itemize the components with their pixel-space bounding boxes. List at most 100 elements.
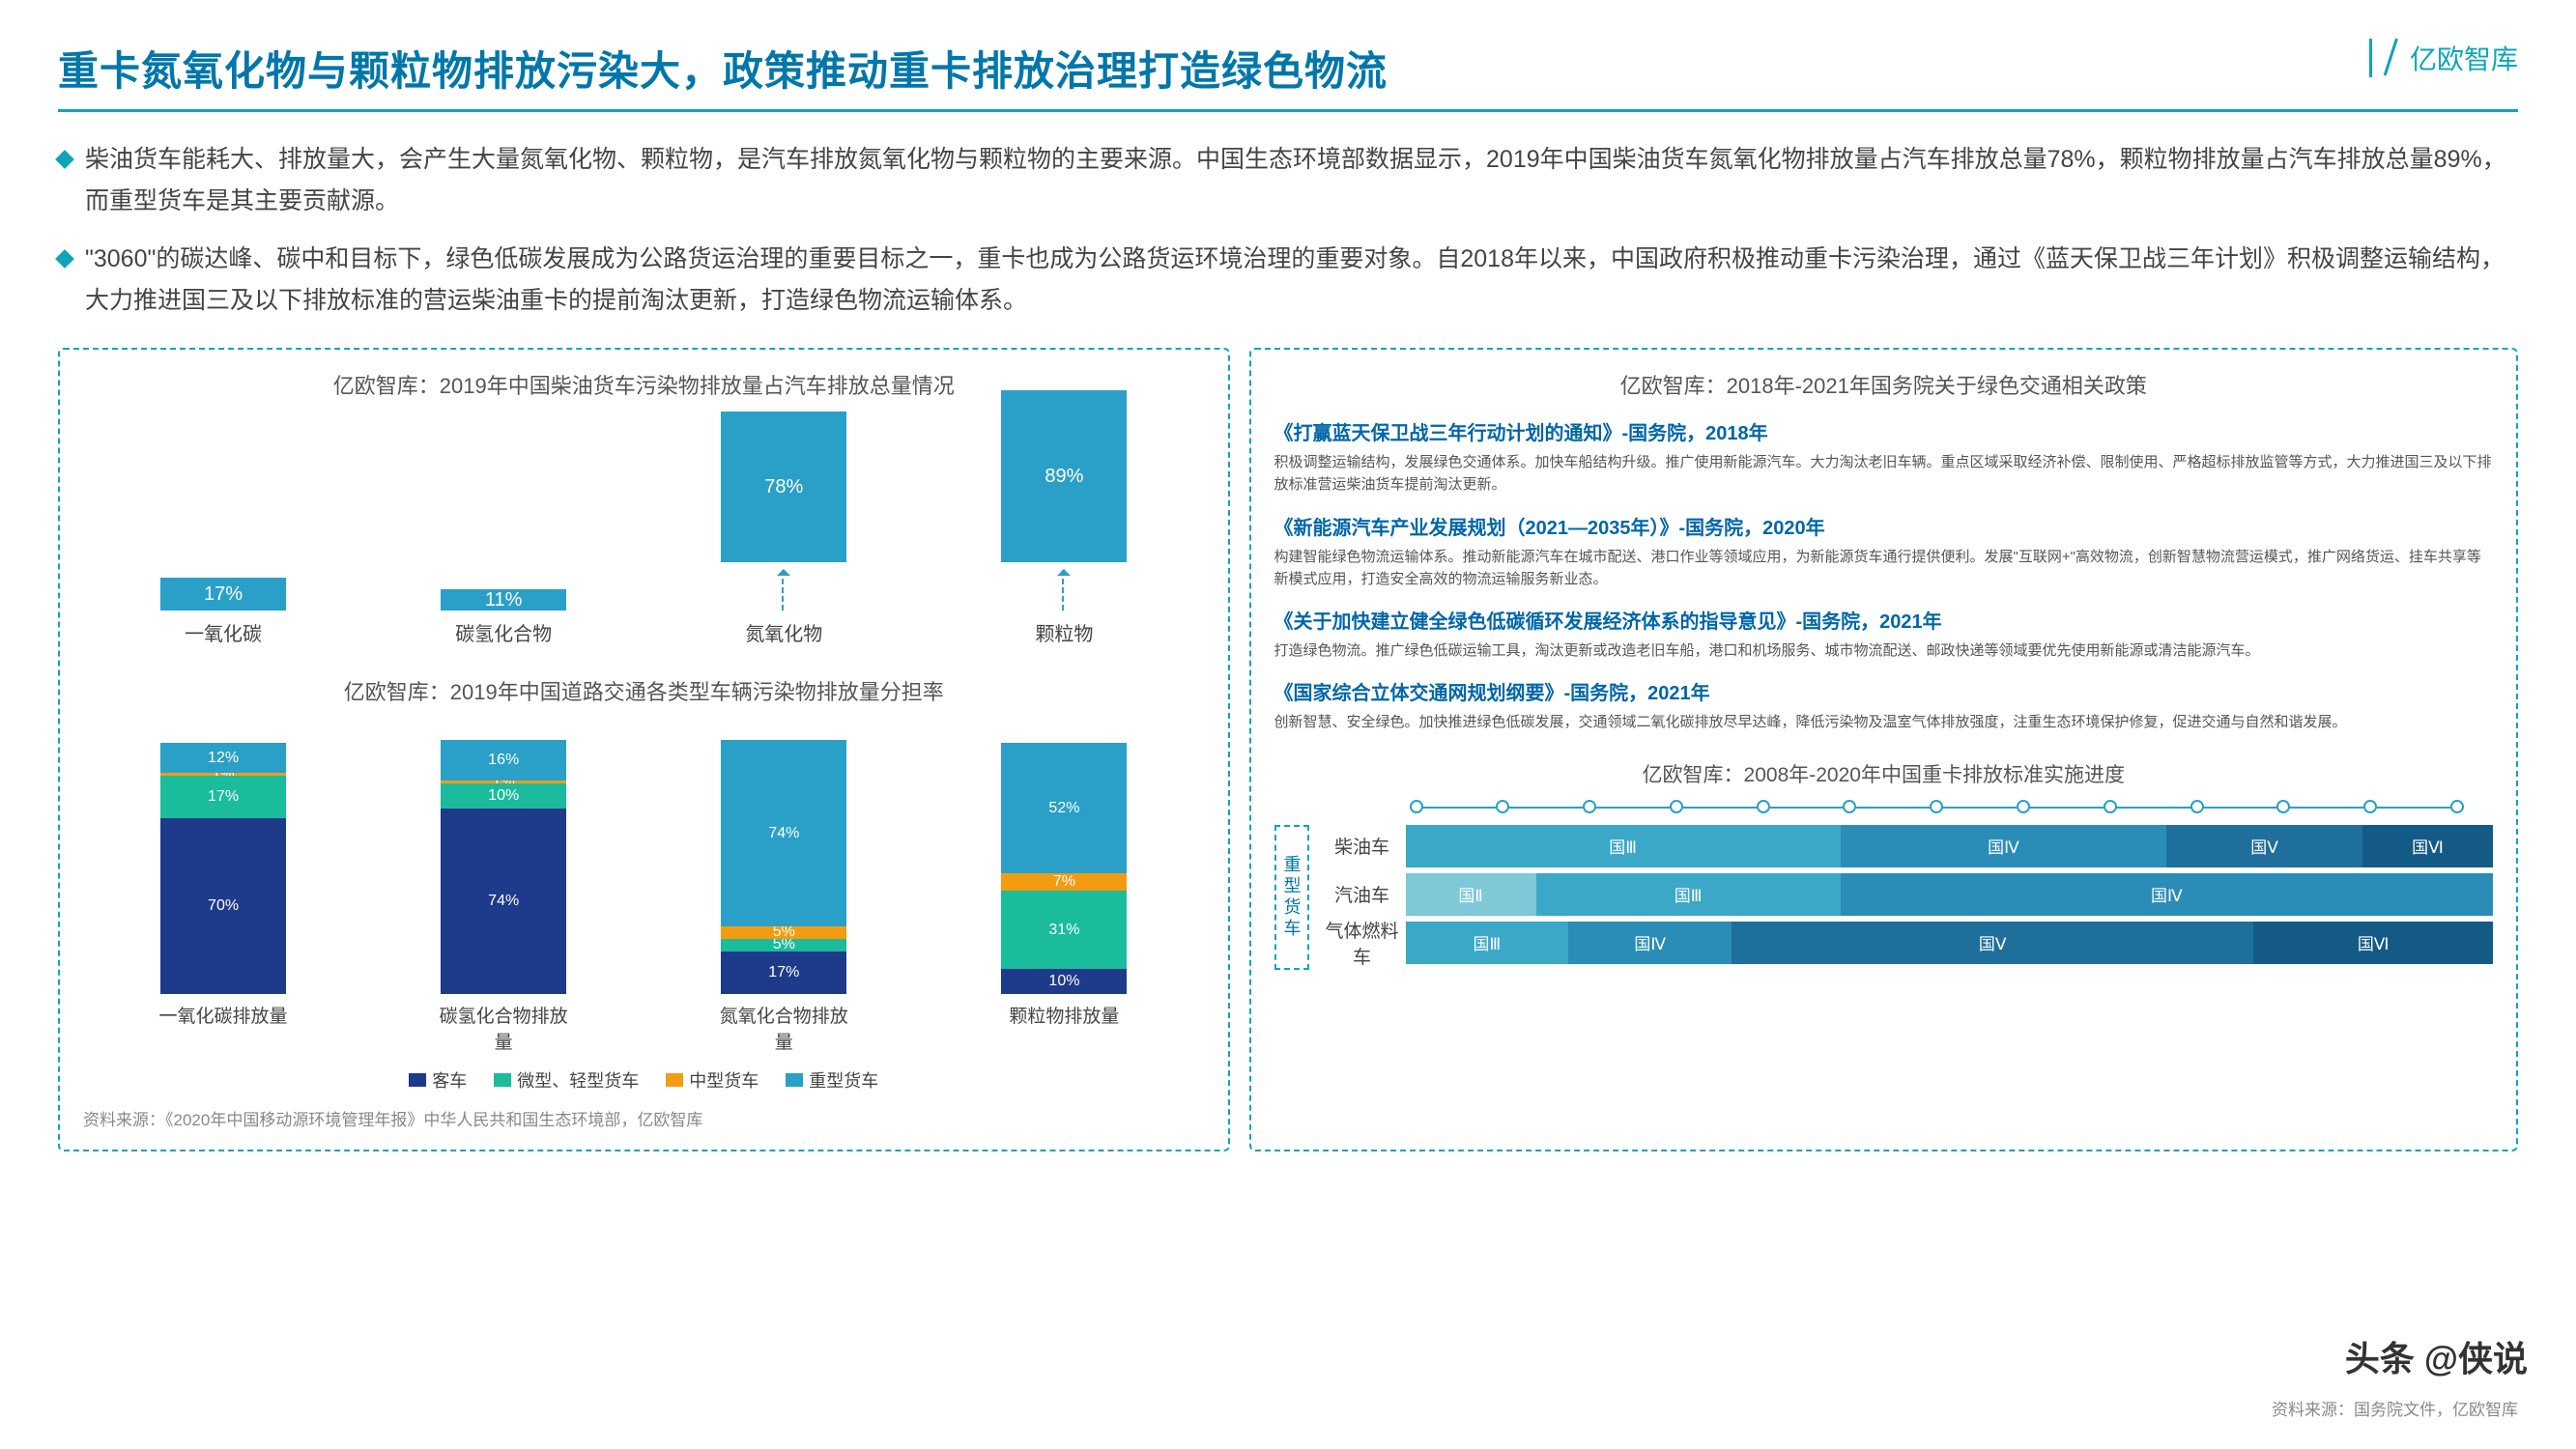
source-right: 资料来源：国务院文件，亿欧智库: [2272, 1396, 2518, 1420]
timeline-rows: 柴油车国Ⅲ国Ⅳ国Ⅴ国Ⅵ汽油车国Ⅱ国Ⅲ国Ⅳ气体燃料车国Ⅲ国Ⅳ国Ⅴ国Ⅵ: [1319, 825, 2494, 970]
chart2-label: 颗粒物排放量: [991, 1002, 1136, 1054]
legend-item: 客车: [409, 1067, 467, 1093]
timeline-bars: 国Ⅱ国Ⅲ国Ⅳ: [1406, 873, 2494, 916]
legend-item: 中型货车: [666, 1067, 758, 1093]
timeline-bars: 国Ⅲ国Ⅳ国Ⅴ国Ⅵ: [1406, 922, 2494, 964]
policy-title: 《关于加快建立健全绿色低碳循环发展经济体系的指导意见》-国务院，2021年: [1274, 606, 2494, 634]
timeline-row-label: 柴油车: [1319, 833, 1406, 859]
chart2-segment: 70%: [160, 818, 286, 994]
policy-desc: 构建智能绿色物流运输体系。推动新能源汽车在城市配送、港口作业等领域应用，为新能源…: [1274, 546, 2494, 591]
chart2: 70%17%1%12%74%10%1%16%17%5%5%74%10%31%7%…: [83, 724, 1205, 994]
chart2-segment: 52%: [1001, 743, 1127, 873]
timeline-axis: [1410, 800, 2465, 813]
policy-title: 《新能源汽车产业发展规划（2021—2035年）》-国务院，2020年: [1274, 512, 2494, 540]
timeline-dot: [1843, 800, 1856, 813]
timeline-dot: [1757, 800, 1770, 813]
policy-title: 《国家综合立体交通网规划纲要》-国务院，2021年: [1274, 677, 2494, 705]
legend-label: 重型货车: [809, 1067, 878, 1093]
timeline-title: 亿欧智库：2008年-2020年中国重卡排放标准实施进度: [1274, 759, 2494, 788]
policy-item: 《关于加快建立健全绿色低碳循环发展经济体系的指导意见》-国务院，2021年打造绿…: [1274, 606, 2494, 662]
chart1-bar: 89%: [1001, 390, 1127, 562]
source-left: 资料来源：《2020年中国移动源环境管理年报》中华人民共和国生态环境部，亿欧智库: [83, 1106, 1205, 1130]
chart2-bar: 74%10%1%16%: [441, 740, 566, 994]
bullet-icon: [55, 150, 74, 169]
chart2-label: 一氧化碳排放量: [151, 1002, 296, 1054]
legend-label: 微型、轻型货车: [517, 1067, 639, 1093]
timeline-dot: [2017, 800, 2030, 813]
policy-title: 《打赢蓝天保卫战三年行动计划的通知》-国务院，2018年: [1274, 417, 2494, 445]
legend-swatch: [494, 1073, 511, 1087]
timeline-bar: 国Ⅴ: [1732, 922, 2253, 964]
legend-swatch: [409, 1073, 426, 1087]
logo-text: 亿欧智库: [2410, 39, 2518, 77]
policy-list: 《打赢蓝天保卫战三年行动计划的通知》-国务院，2018年积极调整运输结构，发展绿…: [1274, 417, 2494, 750]
timeline-bar: 国Ⅳ: [1841, 873, 2493, 916]
page-title: 重卡氮氧化物与颗粒物排放污染大，政策推动重卡排放治理打造绿色物流: [58, 39, 1388, 98]
chart1-label: 一氧化碳: [160, 618, 286, 646]
timeline-bar: 国Ⅵ: [2253, 922, 2493, 964]
timeline-bar: 国Ⅲ: [1406, 922, 1569, 964]
timeline-bar: 国Ⅳ: [1568, 922, 1732, 964]
chart2-segment: 10%: [441, 783, 566, 809]
chart1-bar: 11%: [441, 589, 566, 611]
policy-item: 《打赢蓝天保卫战三年行动计划的通知》-国务院，2018年积极调整运输结构，发展绿…: [1274, 417, 2494, 497]
timeline-row: 气体燃料车国Ⅲ国Ⅳ国Ⅴ国Ⅵ: [1319, 922, 2494, 964]
timeline-dot: [2450, 800, 2464, 813]
right-panel: 亿欧智库：2018年-2021年国务院关于绿色交通相关政策 《打赢蓝天保卫战三年…: [1249, 348, 2519, 1151]
chart1: 17%11%78%89%: [83, 417, 1205, 611]
timeline-dot: [1410, 800, 1423, 813]
chart2-labels: 一氧化碳排放量 碳氢化合物排放量 氮氧化合物排放量 颗粒物排放量: [83, 1002, 1205, 1054]
chart2-segment: 17%: [721, 952, 846, 994]
timeline-row: 柴油车国Ⅲ国Ⅳ国Ⅴ国Ⅵ: [1319, 825, 2494, 867]
timeline-body: 重型货车 柴油车国Ⅲ国Ⅳ国Ⅴ国Ⅵ汽油车国Ⅱ国Ⅲ国Ⅳ气体燃料车国Ⅲ国Ⅳ国Ⅴ国Ⅵ: [1274, 825, 2494, 970]
chart2-segment: 16%: [441, 740, 566, 781]
chart2-segment: 17%: [160, 776, 286, 818]
logo-icon: [2363, 39, 2402, 77]
panels: 亿欧智库：2019年中国柴油货车污染物排放量占汽车排放总量情况 17%11%78…: [58, 348, 2518, 1151]
chart2-segment: 74%: [721, 740, 846, 925]
timeline-bar: 国Ⅵ: [2362, 825, 2493, 867]
logo: 亿欧智库: [2363, 39, 2518, 77]
chart2-label: 碳氢化合物排放量: [431, 1002, 576, 1054]
left-panel: 亿欧智库：2019年中国柴油货车污染物排放量占汽车排放总量情况 17%11%78…: [58, 348, 1230, 1151]
legend-swatch: [666, 1073, 683, 1087]
timeline-bar: 国Ⅳ: [1841, 825, 2167, 867]
timeline-dot: [2190, 800, 2204, 813]
bullet-item: "3060"的碳达峰、碳中和目标下，绿色低碳发展成为公路货运治理的重要目标之一，…: [58, 239, 2518, 321]
legend-label: 中型货车: [689, 1067, 758, 1093]
timeline: 亿欧智库：2008年-2020年中国重卡排放标准实施进度 重型货车 柴油车国Ⅲ国…: [1274, 759, 2494, 970]
timeline-dot: [2363, 800, 2377, 813]
policy-desc: 积极调整运输结构，发展绿色交通体系。加快车船结构升级。推广使用新能源汽车。大力淘…: [1274, 451, 2494, 497]
bullet-list: 柴油货车能耗大、排放量大，会产生大量氮氧化物、颗粒物，是汽车排放氮氧化物与颗粒物…: [58, 139, 2518, 321]
arrow-up-icon: [769, 562, 798, 611]
timeline-bar: 国Ⅲ: [1536, 873, 1841, 916]
bullet-text: 柴油货车能耗大、排放量大，会产生大量氮氧化物、颗粒物，是汽车排放氮氧化物与颗粒物…: [85, 139, 2518, 221]
timeline-row-label: 气体燃料车: [1319, 917, 1406, 969]
legend: 客车 微型、轻型货车 中型货车 重型货车: [83, 1067, 1205, 1093]
chart2-segment: 10%: [1001, 969, 1127, 994]
legend-item: 微型、轻型货车: [494, 1067, 639, 1093]
chart2-segment: 74%: [441, 809, 566, 994]
timeline-dot: [2104, 800, 2117, 813]
chart2-segment: 31%: [1001, 891, 1127, 969]
timeline-row-label: 汽油车: [1319, 881, 1406, 907]
chart2-segment: 7%: [1001, 873, 1127, 891]
chart1-label: 颗粒物: [1001, 618, 1127, 646]
timeline-dot: [1496, 800, 1509, 813]
policy-item: 《新能源汽车产业发展规划（2021—2035年）》-国务院，2020年构建智能绿…: [1274, 512, 2494, 591]
legend-swatch: [786, 1073, 803, 1087]
chart1-labels: 一氧化碳碳氢化合物氮氧化物颗粒物: [83, 618, 1205, 646]
timeline-dot: [2276, 800, 2290, 813]
chart2-label: 氮氧化合物排放量: [711, 1002, 856, 1054]
chart2-segment: 12%: [160, 743, 286, 773]
policy-item: 《国家综合立体交通网规划纲要》-国务院，2021年创新智慧、安全绿色。加快推进绿…: [1274, 677, 2494, 733]
timeline-bar: 国Ⅴ: [2166, 825, 2362, 867]
chart1-label: 氮氧化物: [721, 618, 846, 646]
chart1-bar: 17%: [160, 578, 286, 611]
chart2-segment: 5%: [721, 939, 846, 952]
policies-title: 亿欧智库：2018年-2021年国务院关于绿色交通相关政策: [1274, 369, 2494, 400]
legend-item: 重型货车: [786, 1067, 878, 1093]
bullet-item: 柴油货车能耗大、排放量大，会产生大量氮氧化物、颗粒物，是汽车排放氮氧化物与颗粒物…: [58, 139, 2518, 221]
timeline-row: 汽油车国Ⅱ国Ⅲ国Ⅳ: [1319, 873, 2494, 916]
policy-desc: 打造绿色物流。推广绿色低碳运输工具，淘汰更新或改造老旧车船，港口和机场服务、城市…: [1274, 639, 2494, 662]
